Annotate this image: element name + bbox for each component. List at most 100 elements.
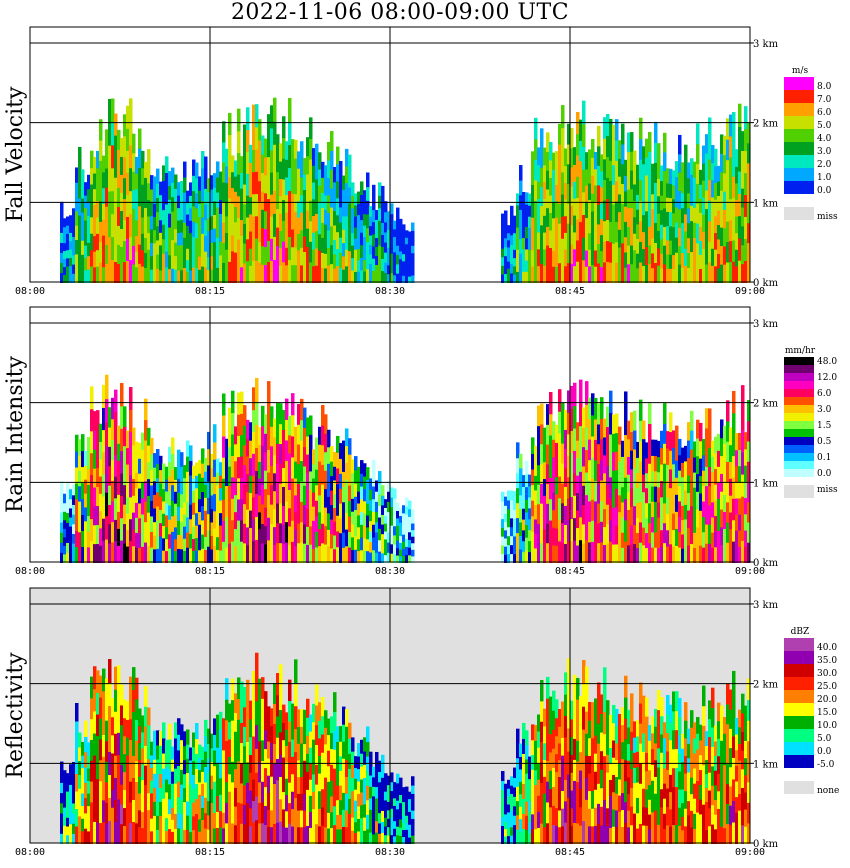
echo-cell (558, 540, 562, 563)
echo-cell (99, 759, 103, 782)
echo-cell (600, 250, 604, 268)
echo-cell (585, 152, 589, 170)
echo-cell (699, 197, 703, 213)
echo-cell (531, 265, 535, 283)
echo-cell (288, 470, 292, 491)
echo-cell (165, 466, 169, 480)
echo-cell (339, 487, 343, 504)
echo-cell (360, 181, 364, 195)
echo-cell (510, 526, 514, 537)
echo-cell (330, 187, 334, 208)
echo-cell (654, 775, 658, 794)
x-tick-label: 08:00 (15, 566, 45, 577)
echo-cell (108, 484, 112, 505)
echo-cell (540, 741, 544, 763)
legend-swatch (784, 445, 814, 453)
echo-cell (522, 259, 526, 272)
echo-cell (519, 507, 523, 523)
echo-cell (153, 828, 157, 844)
echo-cell (309, 762, 313, 780)
echo-cell (360, 511, 364, 525)
echo-cell (219, 212, 223, 228)
echo-cell (183, 206, 187, 223)
echo-cell (186, 224, 190, 238)
echo-cell (540, 166, 544, 187)
echo-cell (528, 767, 532, 780)
echo-cell (240, 476, 244, 500)
echo-cell (603, 240, 607, 263)
echo-cell (180, 724, 184, 741)
echo-cell (63, 226, 67, 236)
echo-cell (657, 690, 661, 711)
echo-cell (111, 459, 115, 481)
echo-cell (192, 787, 196, 803)
echo-cell (594, 770, 598, 790)
echo-cell (234, 511, 238, 530)
echo-cell (267, 808, 271, 827)
echo-cell (129, 822, 133, 844)
echo-cell (543, 809, 547, 828)
echo-cell (300, 419, 304, 441)
echo-cell (234, 805, 238, 826)
echo-cell (651, 716, 655, 734)
echo-cell (216, 458, 220, 473)
echo-cell (219, 761, 223, 779)
echo-cell (510, 224, 514, 236)
echo-cell (525, 536, 529, 551)
echo-cell (516, 502, 520, 519)
echo-cell (351, 207, 355, 221)
echo-cell (123, 699, 127, 719)
echo-cell (222, 477, 226, 500)
echo-cell (366, 770, 370, 786)
echo-cell (534, 784, 538, 800)
echo-cell (726, 481, 730, 503)
echo-cell (627, 491, 631, 510)
echo-cell (501, 798, 505, 809)
echo-cell (159, 244, 163, 258)
echo-cell (390, 262, 394, 274)
echo-cell (339, 443, 343, 459)
echo-cell (249, 179, 253, 198)
echo-cell (387, 480, 391, 492)
echo-cell (189, 489, 193, 505)
echo-cell (78, 197, 82, 216)
echo-cell (180, 479, 184, 495)
echo-cell (711, 264, 715, 283)
echo-cell (156, 196, 160, 213)
echo-cell (78, 515, 82, 533)
echo-cell (87, 546, 91, 563)
echo-cell (114, 197, 118, 220)
echo-cell (375, 273, 379, 283)
echo-cell (531, 754, 535, 770)
echo-cell (147, 165, 151, 184)
echo-cell (501, 491, 505, 502)
echo-cell (312, 721, 316, 740)
echo-cell (525, 814, 529, 830)
echo-cell (630, 132, 634, 152)
echo-cell (747, 420, 751, 442)
echo-cell (690, 220, 694, 237)
echo-cell (681, 252, 685, 269)
echo-cell (168, 184, 172, 200)
echo-cell (384, 522, 388, 532)
echo-cell (117, 798, 121, 822)
echo-cell (216, 810, 220, 828)
echo-cell (393, 789, 397, 799)
echo-cell (387, 255, 391, 266)
echo-cell (213, 527, 217, 546)
echo-cell (276, 673, 280, 696)
echo-cell (657, 747, 661, 768)
echo-cell (324, 743, 328, 762)
echo-cell (594, 716, 598, 736)
echo-cell (696, 811, 700, 829)
echo-cell (705, 773, 709, 789)
echo-cell (747, 399, 751, 422)
echo-cell (369, 774, 373, 787)
echo-cell (714, 546, 718, 563)
echo-cell (336, 214, 340, 233)
echo-cell (738, 215, 742, 239)
echo-cell (93, 266, 97, 283)
echo-cell (561, 237, 565, 261)
echo-cell (393, 506, 397, 518)
echo-cell (378, 257, 382, 271)
